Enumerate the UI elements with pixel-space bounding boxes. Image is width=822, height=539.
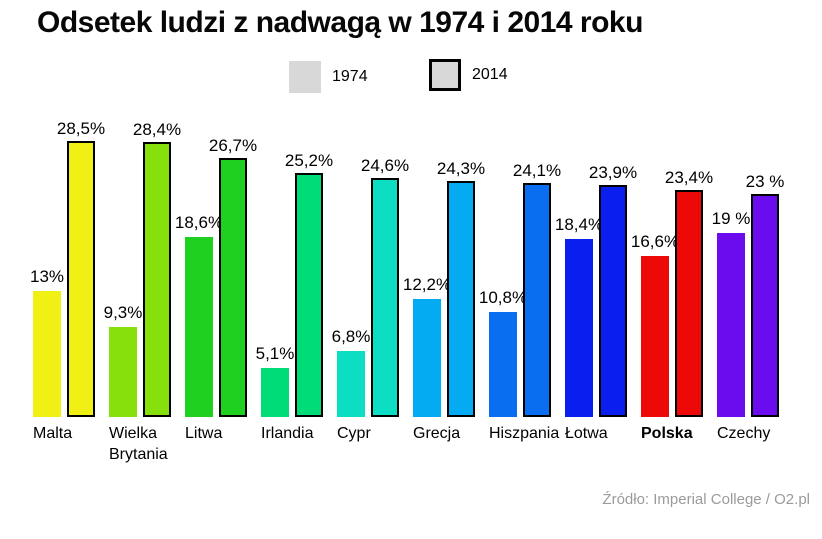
value-label-2014-Litwa: 26,7% <box>208 136 258 155</box>
value-label-1974-Irlandia: 5,1% <box>255 344 295 363</box>
value-label-2014-Czechy: 23 % <box>745 172 785 191</box>
bar-group-Irlandia: 5,1% 25,2% Irlandia <box>256 151 333 442</box>
bar-group-Cypr: 6,8% 24,6% Cypr <box>332 156 409 442</box>
legend-label-2014: 2014 <box>472 66 508 83</box>
country-label-Wielka Brytania: Wielka Brytania <box>109 425 168 463</box>
bar-2014-Polska: 23,4% <box>665 168 713 417</box>
country-label-Czechy: Czechy <box>717 425 771 442</box>
legend-label-1974: 1974 <box>332 68 368 85</box>
value-label-1974-Polska: 16,6% <box>630 232 680 251</box>
value-label-1974-Malta: 13% <box>29 267 65 286</box>
legend-swatch-1974 <box>289 61 321 93</box>
bar-pair: 18,4% 23,9% <box>555 163 637 417</box>
value-label-2014-Łotwa: 23,9% <box>588 163 638 182</box>
value-label-1974-Grecja: 12,2% <box>402 275 452 294</box>
value-label-2014-Polska: 23,4% <box>664 168 714 187</box>
bar-1974-Irlandia: 5,1% <box>256 344 294 417</box>
value-label-1974-Czechy: 19 % <box>711 209 751 228</box>
bar-group-Czechy: 19 % 23 % Czechy <box>712 172 785 442</box>
country-label-Irlandia: Irlandia <box>261 425 314 442</box>
country-label-Grecja: Grecja <box>413 425 461 442</box>
value-label-2014-Irlandia: 25,2% <box>284 151 334 170</box>
bar-2014-Irlandia: 25,2% <box>285 151 333 417</box>
bar-pair: 16,6% 23,4% <box>631 168 713 417</box>
country-label-Polska: Polska <box>641 425 693 442</box>
bar-1974-Hiszpania: 10,8% <box>479 288 527 417</box>
country-label-Malta: Malta <box>33 425 73 442</box>
bar-pair: 13% 28,5% <box>30 119 105 417</box>
country-label-Cypr: Cypr <box>337 425 371 442</box>
bar-pair: 12,2% 24,3% <box>403 159 485 417</box>
legend-swatch-2014 <box>429 59 461 91</box>
bar-1974-Łotwa: 18,4% <box>555 215 603 417</box>
bar-2014-Czechy: 23 % <box>746 172 784 417</box>
legend-item-2014: 2014 <box>429 59 508 91</box>
bar-group-Malta: 13% 28,5% Malta <box>30 119 105 442</box>
value-label-1974-Cypr: 6,8% <box>331 327 371 346</box>
bar-pair: 18,6% 26,7% <box>175 136 257 417</box>
value-label-2014-Grecja: 24,3% <box>436 159 486 178</box>
bar-2014-Łotwa: 23,9% <box>589 163 637 417</box>
bar-1974-Malta: 13% <box>30 267 64 417</box>
bar-1974-Grecja: 12,2% <box>403 275 451 417</box>
country-label-Litwa: Litwa <box>185 425 223 442</box>
legend-item-1974: 1974 <box>289 61 368 93</box>
bar-chart: 13% 28,5% Malta 9,3% 28,4% Wielka Brytania 18,… <box>30 119 785 463</box>
bar-pair: 19 % 23 % <box>712 172 784 417</box>
value-label-2014-Malta: 28,5% <box>56 119 106 138</box>
chart-title: Odsetek ludzi z nadwagą w 1974 i 2014 ro… <box>37 6 643 39</box>
country-label-Hiszpania: Hiszpania <box>489 425 560 442</box>
bar-group-Łotwa: 18,4% 23,9% Łotwa <box>555 163 637 442</box>
bar-group-Wielka Brytania: 9,3% 28,4% Wielka Brytania <box>104 120 181 463</box>
bar-group-Polska: 16,6% 23,4% Polska <box>631 168 713 442</box>
bar-2014-Litwa: 26,7% <box>209 136 257 417</box>
value-label-1974-Hiszpania: 10,8% <box>478 288 528 307</box>
value-label-1974-Litwa: 18,6% <box>174 213 224 232</box>
bar-1974-Czechy: 19 % <box>712 209 750 417</box>
bar-2014-Cypr: 24,6% <box>361 156 409 417</box>
source-credit: Źródło: Imperial College / O2.pl <box>602 491 810 508</box>
bar-1974-Cypr: 6,8% <box>332 327 370 417</box>
bar-group-Hiszpania: 10,8% 24,1% Hiszpania <box>479 161 561 442</box>
bar-2014-Malta: 28,5% <box>57 119 105 417</box>
bar-2014-Hiszpania: 24,1% <box>513 161 561 417</box>
bar-pair: 6,8% 24,6% <box>332 156 409 417</box>
bar-1974-Litwa: 18,6% <box>175 213 223 417</box>
bar-1974-Polska: 16,6% <box>631 232 679 417</box>
value-label-2014-Wielka Brytania: 28,4% <box>132 120 182 139</box>
legend: 1974 2014 <box>0 59 822 93</box>
bar-pair: 5,1% 25,2% <box>256 151 333 417</box>
value-label-2014-Hiszpania: 24,1% <box>512 161 562 180</box>
bar-pair: 9,3% 28,4% <box>104 120 181 417</box>
country-label-Łotwa: Łotwa <box>565 425 608 442</box>
bar-pair: 10,8% 24,1% <box>479 161 561 417</box>
bar-1974-Wielka Brytania: 9,3% <box>104 303 142 417</box>
value-label-2014-Cypr: 24,6% <box>360 156 410 175</box>
bar-group-Litwa: 18,6% 26,7% Litwa <box>175 136 257 442</box>
value-label-1974-Wielka Brytania: 9,3% <box>103 303 143 322</box>
bar-2014-Wielka Brytania: 28,4% <box>133 120 181 417</box>
bar-group-Grecja: 12,2% 24,3% Grecja <box>403 159 485 442</box>
value-label-1974-Łotwa: 18,4% <box>554 215 604 234</box>
bar-2014-Grecja: 24,3% <box>437 159 485 417</box>
